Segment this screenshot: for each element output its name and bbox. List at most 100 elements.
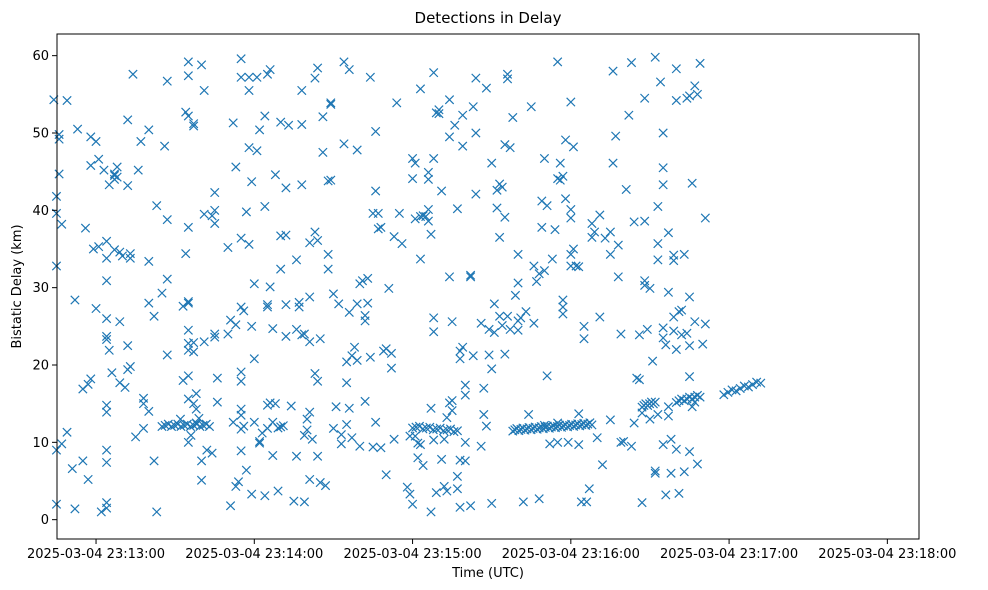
- data-point: [634, 375, 645, 385]
- data-point: [371, 126, 381, 137]
- data-point: [260, 201, 270, 212]
- data-point: [624, 110, 634, 120]
- data-point: [452, 426, 463, 436]
- data-point: [273, 423, 283, 433]
- data-point: [57, 439, 67, 449]
- data-point: [334, 299, 344, 309]
- data-point: [389, 434, 399, 444]
- data-point: [262, 302, 273, 312]
- data-point: [107, 368, 117, 378]
- data-point: [368, 442, 378, 452]
- data-point: [695, 392, 705, 402]
- data-point: [196, 60, 207, 70]
- data-point: [128, 69, 138, 79]
- data-point: [447, 405, 457, 416]
- data-point: [247, 177, 257, 187]
- data-point: [592, 433, 602, 443]
- data-point: [363, 298, 373, 308]
- data-point: [265, 64, 275, 75]
- data-point: [294, 302, 304, 312]
- data-point: [547, 254, 557, 264]
- data-point: [189, 119, 199, 129]
- data-point: [429, 153, 439, 164]
- data-point: [626, 441, 637, 451]
- data-point: [555, 175, 565, 185]
- data-point: [444, 272, 455, 282]
- data-point: [629, 217, 639, 227]
- data-point: [679, 396, 689, 406]
- data-point: [487, 158, 497, 168]
- data-point: [756, 378, 766, 388]
- data-point: [365, 352, 375, 362]
- data-point: [210, 329, 220, 339]
- data-point: [244, 72, 254, 82]
- data-point: [276, 264, 286, 274]
- data-point: [191, 404, 201, 414]
- data-point: [278, 421, 288, 431]
- data-point: [650, 397, 660, 407]
- data-point: [312, 235, 323, 246]
- data-point: [302, 425, 312, 435]
- data-point: [481, 83, 492, 93]
- data-point: [489, 327, 499, 338]
- data-point: [415, 440, 426, 450]
- data-point: [413, 438, 423, 448]
- x-tick-label: 2025-03-04 23:18:00: [818, 547, 956, 562]
- y-tick-label: 0: [41, 513, 49, 528]
- x-tick-label: 2025-03-04 23:15:00: [344, 547, 482, 562]
- data-point: [86, 160, 96, 171]
- data-point: [249, 354, 259, 364]
- data-point: [123, 180, 133, 191]
- data-point: [99, 165, 109, 175]
- data-point: [265, 282, 275, 292]
- data-point: [54, 169, 64, 179]
- data-point: [360, 310, 370, 321]
- x-tick-label: 2025-03-04 23:13:00: [27, 547, 165, 562]
- data-point: [692, 390, 703, 400]
- data-point: [655, 77, 666, 87]
- data-point: [162, 274, 172, 284]
- data-point: [460, 380, 470, 390]
- data-point: [671, 64, 681, 74]
- data-point: [94, 242, 104, 252]
- data-point: [695, 58, 705, 69]
- data-point: [513, 325, 523, 335]
- data-point: [640, 216, 650, 226]
- data-point: [183, 325, 193, 335]
- data-point: [189, 347, 199, 357]
- data-point: [563, 437, 573, 447]
- data-point: [618, 436, 629, 447]
- data-point: [658, 323, 668, 333]
- data-point: [663, 411, 674, 421]
- data-point: [505, 324, 515, 335]
- data-point: [584, 484, 594, 494]
- data-point: [650, 52, 660, 62]
- data-point: [476, 441, 486, 451]
- data-point: [352, 355, 362, 365]
- data-point: [568, 244, 579, 254]
- data-point: [487, 498, 497, 509]
- data-point: [747, 379, 758, 390]
- data-point: [429, 435, 439, 445]
- data-point: [658, 128, 668, 138]
- data-point: [186, 430, 196, 440]
- data-point: [735, 383, 745, 394]
- data-point: [669, 255, 679, 266]
- data-point: [241, 465, 252, 475]
- data-point: [460, 456, 470, 466]
- data-point: [241, 207, 252, 217]
- data-point: [571, 261, 581, 271]
- data-point: [560, 194, 571, 204]
- data-point: [468, 102, 478, 112]
- data-point: [410, 214, 420, 224]
- data-point: [684, 446, 695, 457]
- data-point: [692, 89, 703, 99]
- data-point: [410, 431, 420, 441]
- data-point: [371, 186, 381, 196]
- data-point: [225, 501, 236, 511]
- data-point: [611, 131, 621, 141]
- data-point: [516, 313, 526, 323]
- data-point: [455, 354, 465, 364]
- data-point: [471, 73, 481, 83]
- data-point: [233, 477, 244, 487]
